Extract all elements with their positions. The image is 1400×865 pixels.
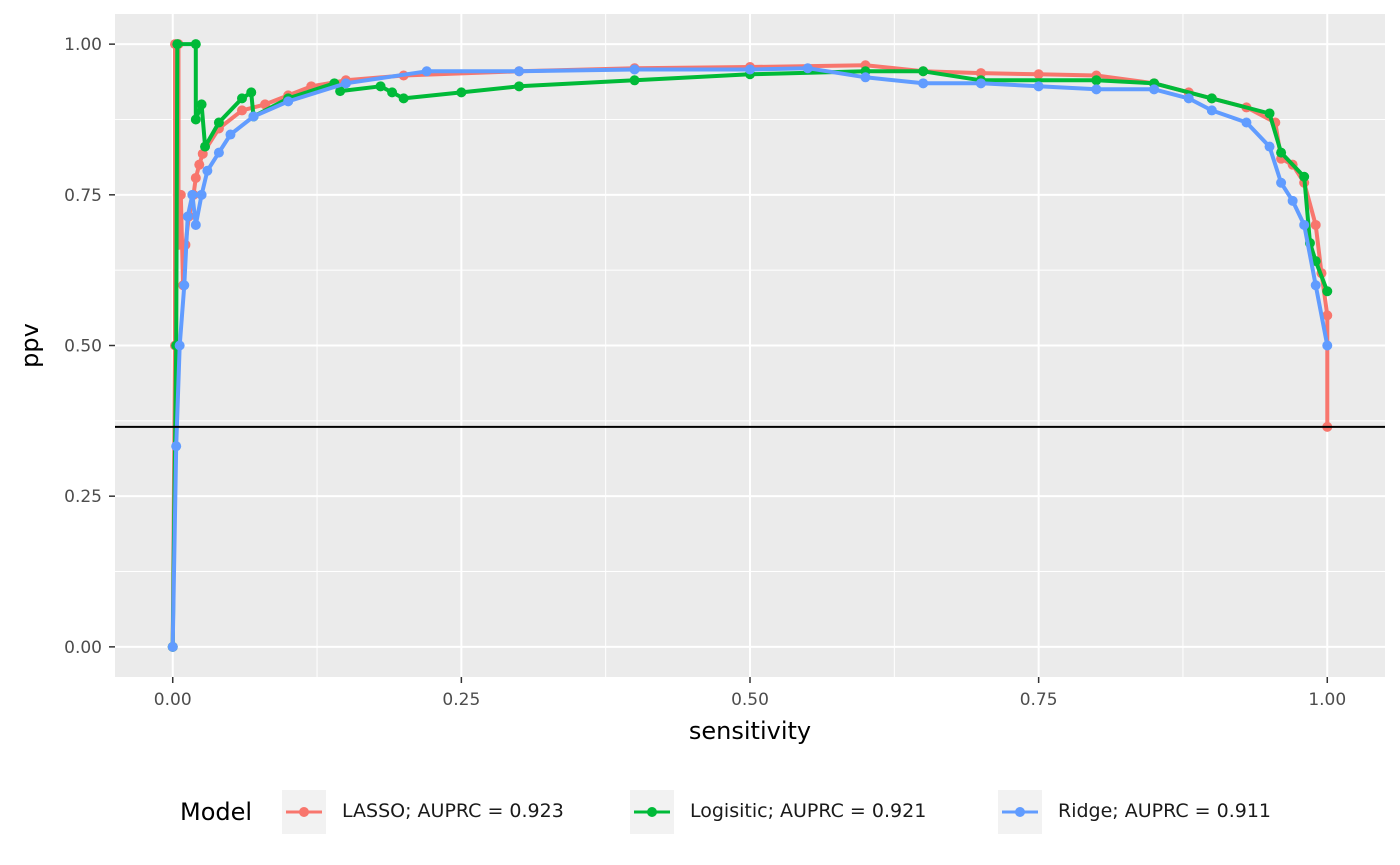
data-point-lasso (1310, 219, 1321, 230)
data-point-ridge (1299, 219, 1310, 230)
legend-key-lasso (282, 790, 326, 834)
data-point-logisitic (514, 81, 525, 92)
legend-label-ridge: Ridge; AUPRC = 0.911 (1058, 800, 1272, 822)
data-point-lasso (975, 68, 986, 79)
data-point-ridge (190, 219, 201, 230)
x-axis-title: sensitivity (689, 717, 811, 745)
data-point-ridge (629, 64, 640, 75)
x-tick-label: 0.50 (731, 690, 769, 710)
data-point-logisitic (1322, 286, 1333, 297)
data-point-ridge (202, 165, 213, 176)
data-point-ridge (802, 63, 813, 74)
pr-curve-chart: 0.00 0.25 0.50 0.75 1.00 0.00 0.25 0.50 0.75 1.0… (16, 14, 1385, 745)
legend-label-lasso: LASSO; AUPRC = 0.923 (342, 800, 564, 822)
data-point-logisitic (1264, 108, 1275, 119)
x-tick-label: 0.00 (154, 690, 192, 710)
series-layer (167, 39, 1333, 652)
series-line-ridge (170, 66, 1330, 649)
data-point-ridge (167, 641, 178, 652)
data-point-logisitic (190, 39, 201, 50)
data-point-ridge (213, 147, 224, 158)
y-tick-label: 0.25 (64, 487, 102, 507)
legend-title: Model (180, 798, 253, 826)
data-point-lasso (1033, 69, 1044, 80)
data-point-logisitic (246, 87, 257, 98)
data-point-logisitic (190, 114, 201, 125)
data-point-ridge (1264, 141, 1275, 152)
data-point-logisitic (335, 86, 346, 97)
y-tick-label: 0.00 (64, 638, 102, 658)
data-point-logisitic (456, 87, 467, 98)
data-point-lasso (194, 159, 205, 170)
data-point-logisitic (629, 75, 640, 86)
data-point-logisitic (1276, 147, 1287, 158)
data-point-logisitic (398, 93, 409, 104)
data-point-logisitic (237, 93, 247, 104)
data-point-ridge (179, 280, 190, 291)
y-tick-label: 0.75 (64, 186, 102, 206)
data-point-logisitic (213, 117, 224, 128)
data-point-ridge (196, 189, 207, 200)
data-point-ridge (1241, 117, 1252, 128)
data-point-logisitic (387, 87, 398, 98)
data-point-ridge (1276, 177, 1287, 188)
data-point-ridge (182, 211, 193, 222)
series-ridge (167, 63, 1333, 652)
data-point-ridge (514, 66, 525, 77)
data-point-ridge (283, 96, 294, 107)
data-point-logisitic (172, 39, 183, 50)
data-point-ridge (225, 129, 236, 140)
y-axis: 0.00 0.25 0.50 0.75 1.00 (64, 35, 115, 658)
data-point-ridge (248, 111, 259, 122)
data-point-logisitic (1091, 75, 1102, 86)
data-point-ridge (1033, 81, 1044, 92)
data-point-logisitic (1299, 171, 1310, 182)
legend-key-ridge (998, 790, 1042, 834)
y-tick-label: 1.00 (64, 35, 102, 55)
data-point-ridge (1206, 105, 1217, 116)
data-point-ridge (174, 340, 185, 351)
data-point-ridge (340, 78, 351, 89)
data-point-logisitic (1206, 93, 1217, 104)
data-point-ridge (860, 72, 871, 83)
data-point-ridge (1287, 195, 1298, 206)
major-gridlines (115, 14, 1385, 677)
data-point-ridge (1310, 280, 1321, 291)
data-point-ridge (918, 78, 929, 89)
data-point-lasso (190, 172, 201, 183)
data-point-ridge (421, 66, 432, 77)
data-point-logisitic (200, 141, 211, 152)
data-point-ridge (1149, 84, 1160, 95)
data-point-logisitic (375, 81, 386, 92)
x-tick-label: 1.00 (1308, 690, 1346, 710)
data-point-logisitic (918, 66, 929, 77)
legend-key-logistic (630, 790, 674, 834)
data-point-ridge (1322, 340, 1333, 351)
data-point-ridge (171, 441, 182, 452)
x-tick-label: 0.75 (1020, 690, 1058, 710)
data-point-ridge (187, 189, 198, 200)
data-point-ridge (975, 78, 986, 89)
y-tick-label: 0.50 (64, 337, 102, 357)
data-point-lasso (237, 105, 247, 116)
data-point-ridge (745, 64, 755, 75)
data-point-ridge (1091, 84, 1102, 95)
x-tick-label: 0.25 (442, 690, 480, 710)
y-axis-title: ppv (16, 323, 44, 368)
legend: Model LASSO; AUPRC = 0.923 Logisitic; AU… (0, 786, 1400, 842)
data-point-lasso (1322, 310, 1333, 321)
data-point-logisitic (196, 99, 207, 110)
data-point-ridge (1183, 93, 1194, 104)
x-axis: 0.00 0.25 0.50 0.75 1.00 (154, 677, 1346, 710)
legend-label-logistic: Logisitic; AUPRC = 0.921 (690, 800, 927, 822)
